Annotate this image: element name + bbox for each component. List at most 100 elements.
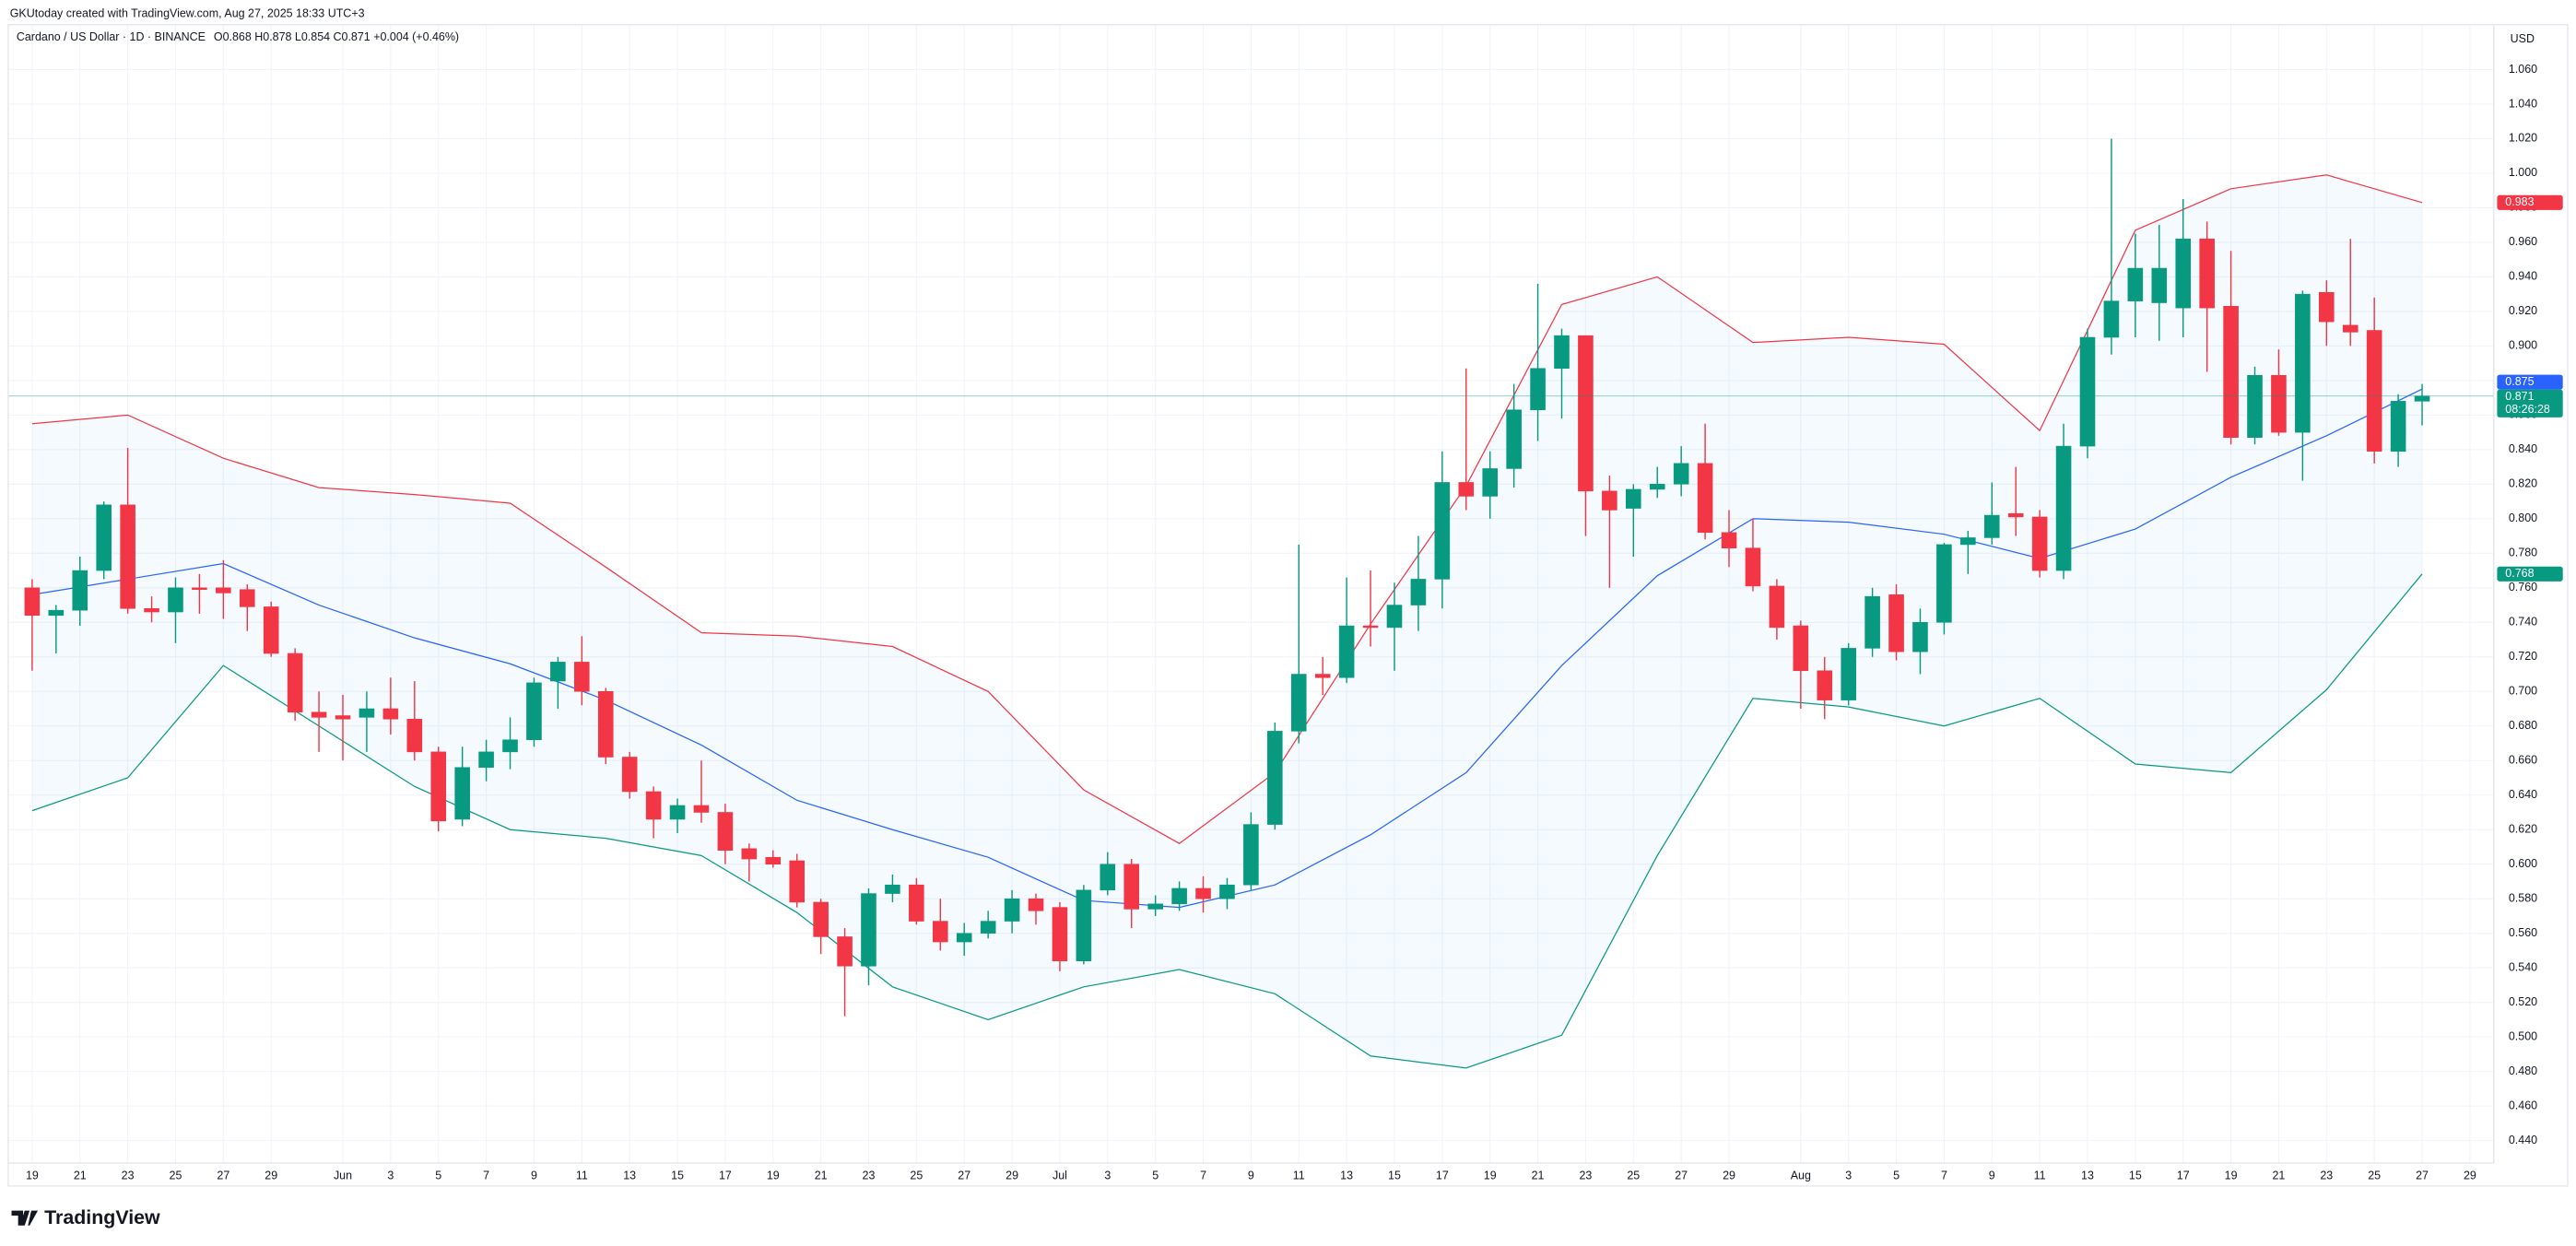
- x-tick-label: 21: [74, 1170, 87, 1182]
- x-tick-label: 13: [623, 1170, 636, 1182]
- candle-body: [1147, 903, 1163, 910]
- candle-body: [1243, 824, 1259, 886]
- candle-body: [1841, 648, 1856, 700]
- price-label-box: [2497, 566, 2563, 582]
- price-label: 0.983: [2505, 195, 2534, 208]
- candle-body: [956, 933, 972, 943]
- x-tick-label: 7: [1200, 1170, 1206, 1182]
- y-tick-label: 0.480: [2509, 1064, 2537, 1077]
- candle-body: [1817, 670, 1833, 700]
- y-tick-label: 0.600: [2509, 857, 2537, 870]
- y-tick-label: 0.760: [2509, 581, 2537, 594]
- candle-body: [550, 662, 566, 682]
- x-tick-label: 27: [217, 1170, 229, 1182]
- x-tick-label: 13: [2081, 1170, 2094, 1182]
- candle-body: [1602, 490, 1617, 511]
- candle-body: [1506, 409, 1522, 469]
- y-tick-label: 0.900: [2509, 339, 2537, 352]
- x-tick-label: 11: [576, 1170, 588, 1182]
- candle-body: [741, 848, 758, 860]
- candle-body: [2199, 238, 2215, 309]
- x-tick-label: 21: [2273, 1170, 2286, 1182]
- candle-body: [430, 751, 447, 822]
- candle-body: [1888, 594, 1904, 652]
- candle-body: [1936, 544, 1952, 623]
- candle-body: [1410, 579, 1427, 605]
- x-tick-label: 19: [26, 1170, 39, 1182]
- y-tick-label: 0.700: [2509, 685, 2537, 698]
- y-tick-label: 0.940: [2509, 270, 2537, 283]
- candle-body: [1028, 898, 1044, 911]
- candle-body: [621, 757, 638, 793]
- x-tick-label: 29: [265, 1170, 277, 1182]
- candle-body: [1721, 532, 1737, 548]
- candle-body: [765, 856, 782, 864]
- candle-body: [478, 751, 494, 769]
- candle-body: [1626, 488, 1641, 509]
- logo-text: TradingView: [44, 1206, 160, 1228]
- x-tick-label: 11: [2034, 1170, 2046, 1182]
- x-tick-label: 7: [483, 1170, 489, 1182]
- candle-body: [2079, 336, 2096, 447]
- candle-body: [2127, 267, 2144, 301]
- candle-body: [2319, 292, 2335, 323]
- candle-body: [1912, 622, 1928, 652]
- price-label: 0.768: [2505, 567, 2534, 580]
- y-tick-label: 0.740: [2509, 616, 2537, 629]
- candle-body: [2223, 306, 2239, 438]
- legend: Cardano / US Dollar · 1D · BINANCE O0.868…: [17, 30, 459, 43]
- candle-body: [239, 589, 255, 607]
- x-tick-label: 5: [1152, 1170, 1159, 1182]
- x-tick-label: 17: [719, 1170, 732, 1182]
- candle-body: [2175, 238, 2192, 309]
- candle-body: [1530, 368, 1546, 411]
- candle-body: [2031, 516, 2048, 571]
- x-tick-label: 29: [1006, 1170, 1018, 1182]
- candle-body: [2366, 330, 2382, 452]
- x-tick-label: 9: [531, 1170, 537, 1182]
- candle-body: [287, 652, 303, 713]
- x-tick-label: 17: [2177, 1170, 2190, 1182]
- y-tick-label: 0.920: [2509, 304, 2537, 317]
- candle-body: [789, 860, 805, 903]
- x-tick-label: 11: [1293, 1170, 1305, 1182]
- x-tick-label: 15: [1388, 1170, 1401, 1182]
- y-tick-label: 1.020: [2509, 132, 2537, 145]
- candle-body: [1123, 864, 1140, 910]
- candle-body: [909, 884, 924, 922]
- price-label: 0.871: [2505, 390, 2534, 403]
- candle-body: [1745, 547, 1761, 587]
- x-tick-label: 13: [1340, 1170, 1353, 1182]
- y-tick-label: 0.680: [2509, 719, 2537, 732]
- x-tick-label: 15: [671, 1170, 684, 1182]
- legend-symbol: Cardano / US Dollar · 1D · BINANCE: [17, 30, 206, 43]
- x-tick-label: 19: [1484, 1170, 1497, 1182]
- candle-body: [980, 921, 996, 934]
- y-tick-label: 0.820: [2509, 477, 2537, 490]
- candle-body: [932, 921, 948, 943]
- x-tick-label: 27: [958, 1170, 970, 1182]
- y-tick-label: 1.040: [2509, 97, 2537, 110]
- y-tick-label: 0.440: [2509, 1134, 2537, 1146]
- candle-body: [1960, 537, 1976, 546]
- footer-logo: TradingView: [11, 1206, 160, 1228]
- candle-body: [693, 805, 710, 813]
- candle-body: [597, 690, 614, 758]
- x-tick-label: 5: [1893, 1170, 1900, 1182]
- candle-body: [574, 662, 590, 692]
- y-tick-label: 0.500: [2509, 1029, 2537, 1042]
- x-tick-label: 25: [1627, 1170, 1640, 1182]
- candle-body: [669, 805, 686, 820]
- x-tick-label: 29: [2464, 1170, 2476, 1182]
- y-tick-label: 0.720: [2509, 650, 2537, 663]
- axes: 0.440 0.460 0.480 0.500 0.520 0.540 0.560 0.580…: [7, 24, 2569, 1187]
- candle-body: [1983, 514, 2000, 538]
- candle-body: [645, 791, 662, 820]
- candle-body: [526, 682, 542, 741]
- candle-body: [1290, 674, 1307, 732]
- price-countdown: 08:26:28: [2505, 403, 2550, 416]
- y-tick-label: 0.660: [2509, 754, 2537, 767]
- candle-body: [1171, 887, 1187, 905]
- y-tick-label: 0.780: [2509, 547, 2537, 559]
